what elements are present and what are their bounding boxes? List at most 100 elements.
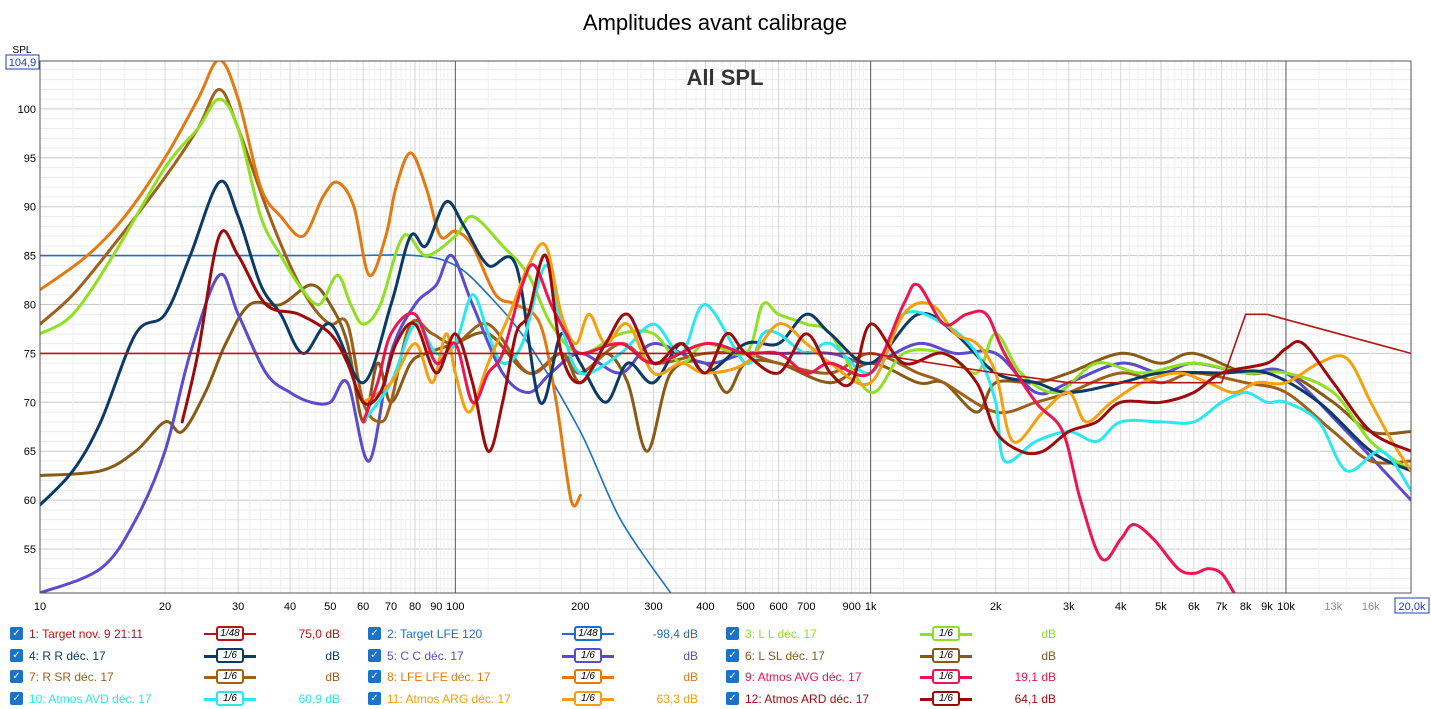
legend-value: 19,1 dB xyxy=(1014,670,1056,684)
legend-value: dB xyxy=(683,648,698,663)
x-tick-label: 80 xyxy=(409,601,421,613)
smoothing-button[interactable]: 1/6 xyxy=(932,669,960,684)
smoothing-button[interactable]: 1/48 xyxy=(216,626,244,641)
y-tick-label: 95 xyxy=(24,153,36,165)
legend-value: dB xyxy=(1041,627,1056,641)
x-tick-label: 70 xyxy=(385,601,397,613)
y-tick-label: 85 xyxy=(24,251,36,263)
y-tick-label: 75 xyxy=(24,348,36,360)
legend-value: 63,3 dB xyxy=(656,691,698,706)
legend-item-4[interactable]: ✓ 4: R R déc. 17 1/6 dB xyxy=(10,646,355,666)
smoothing-button[interactable]: 1/6 xyxy=(932,626,960,641)
legend-label: 7: R SR déc. 17 xyxy=(29,670,114,684)
grid: 55 60 65 70 75 80 85 90 95 100 10 20 30 40 50 60 70 80 90 1… xyxy=(18,61,1412,613)
legend-checkbox[interactable]: ✓ xyxy=(10,691,23,705)
series-line-1 xyxy=(40,313,1411,384)
y-tick-label: 100 xyxy=(18,104,36,116)
series-line-8 xyxy=(40,61,582,508)
x-tick-label: 20 xyxy=(159,601,171,613)
legend-value: 60,9 dB xyxy=(298,691,340,706)
legend-checkbox[interactable]: ✓ xyxy=(726,670,739,683)
x-tick-label: 10k xyxy=(1277,601,1295,613)
x-tick-label: 7k xyxy=(1216,601,1228,613)
legend-label: 2: Target LFE 120 xyxy=(387,627,483,641)
legend-item-1[interactable]: ✓ 1: Target nov. 9 21:11 1/48 75,0 dB xyxy=(10,624,355,644)
legend-label: 9: Atmos AVG déc. 17 xyxy=(745,670,862,684)
x-tick-label: 3k xyxy=(1063,601,1075,613)
series-line-9 xyxy=(361,263,1236,593)
plot-frame xyxy=(39,60,1412,594)
frequency-response-chart: Amplitudes avant calibrage SPL 55 60 65 70 7… xyxy=(5,10,1430,614)
y-top-label: 104,9 xyxy=(9,57,37,69)
smoothing-button[interactable]: 1/6 xyxy=(932,647,960,663)
legend-label: 11: Atmos ARG déc. 17 xyxy=(387,691,511,706)
x-tick-label: 16k xyxy=(1362,601,1380,613)
legend-item-12[interactable]: ✓ 12: Atmos ARD déc. 17 1/6 64,1 dB xyxy=(726,689,1071,709)
legend-item-8[interactable]: ✓ 8: LFE LFE déc. 17 1/6 dB xyxy=(368,667,713,687)
legend-checkbox[interactable]: ✓ xyxy=(368,627,381,640)
legend-item-6[interactable]: ✓ 6: L SL déc. 17 1/6 dB xyxy=(726,646,1071,666)
legend-checkbox[interactable]: ✓ xyxy=(368,648,381,662)
legend-item-10[interactable]: ✓ 10: Atmos AVD déc. 17 1/6 60,9 dB xyxy=(10,689,355,709)
smoothing-button[interactable]: 1/6 xyxy=(574,647,602,663)
chart-title: Amplitudes avant calibrage xyxy=(583,10,847,35)
x-tick-label: 2k xyxy=(990,601,1002,613)
legend-label: 8: LFE LFE déc. 17 xyxy=(387,670,491,684)
legend-value: 64,1 dB xyxy=(1014,691,1056,706)
x-tick-label: 100 xyxy=(446,601,464,613)
legend-checkbox[interactable]: ✓ xyxy=(10,627,23,640)
legend-value: dB xyxy=(325,670,340,684)
series-line-12 xyxy=(180,229,1411,456)
legend-checkbox[interactable]: ✓ xyxy=(368,691,381,705)
x-tick-label: 500 xyxy=(736,601,754,613)
legend-label: 1: Target nov. 9 21:11 xyxy=(29,627,144,641)
y-tick-label: 90 xyxy=(24,202,36,214)
legend-label: 3: L L déc. 17 xyxy=(745,627,817,641)
legend-label: 6: L SL déc. 17 xyxy=(745,648,825,663)
x-tick-label: 200 xyxy=(571,601,589,613)
smoothing-button[interactable]: 1/6 xyxy=(216,647,244,663)
series-line-6 xyxy=(40,283,1411,478)
legend-checkbox[interactable]: ✓ xyxy=(10,670,23,683)
smoothing-button[interactable]: 1/6 xyxy=(216,669,244,684)
y-tick-label: 80 xyxy=(24,300,36,312)
legend-item-2[interactable]: ✓ 2: Target LFE 120 1/48 -98,4 dB xyxy=(368,624,713,644)
legend-checkbox[interactable]: ✓ xyxy=(726,691,739,705)
legend-item-9[interactable]: ✓ 9: Atmos AVG déc. 17 1/6 19,1 dB xyxy=(726,667,1071,687)
y-tick-label: 55 xyxy=(24,544,36,556)
legend-item-11[interactable]: ✓ 11: Atmos ARG déc. 17 1/6 63,3 dB xyxy=(368,689,713,709)
smoothing-button[interactable]: 1/6 xyxy=(932,690,960,706)
legend-checkbox[interactable]: ✓ xyxy=(368,670,381,683)
smoothing-button[interactable]: 1/48 xyxy=(574,626,602,641)
legend-checkbox[interactable]: ✓ xyxy=(10,648,23,662)
series-line-5 xyxy=(40,254,1411,593)
x-end-readout[interactable]: 20,0k xyxy=(1394,597,1430,614)
x-tick-label: 60 xyxy=(357,601,369,613)
series-lines xyxy=(40,61,1411,593)
x-tick-label: 6k xyxy=(1188,601,1200,613)
x-tick-label: 600 xyxy=(769,601,787,613)
legend-value: -98,4 dB xyxy=(652,627,698,641)
x-end-label: 20,0k xyxy=(1399,601,1426,613)
x-tick-label: 300 xyxy=(644,601,662,613)
legend-value: dB xyxy=(683,670,698,684)
legend-checkbox[interactable]: ✓ xyxy=(726,627,739,640)
legend: ✓ 1: Target nov. 9 21:11 1/48 75,0 dB ✓ 2: Ta… xyxy=(0,622,1431,709)
smoothing-button[interactable]: 1/6 xyxy=(216,690,244,706)
x-tick-label: 30 xyxy=(232,601,244,613)
legend-item-7[interactable]: ✓ 7: R SR déc. 17 1/6 dB xyxy=(10,667,355,687)
y-top-readout[interactable]: 104,9 xyxy=(5,54,40,70)
smoothing-button[interactable]: 1/6 xyxy=(574,690,602,706)
legend-checkbox[interactable]: ✓ xyxy=(726,648,739,662)
legend-item-5[interactable]: ✓ 5: C C déc. 17 1/6 dB xyxy=(368,646,713,666)
x-tick-label: 10 xyxy=(34,601,46,613)
y-tick-label: 60 xyxy=(24,495,36,507)
legend-label: 4: R R déc. 17 xyxy=(29,648,106,663)
y-tick-label: 70 xyxy=(24,397,36,409)
series-line-2 xyxy=(40,254,672,593)
legend-item-3[interactable]: ✓ 3: L L déc. 17 1/6 dB xyxy=(726,624,1071,644)
smoothing-button[interactable]: 1/6 xyxy=(574,669,602,684)
legend-value: 75,0 dB xyxy=(298,627,340,641)
x-tick-label: 13k xyxy=(1324,601,1342,613)
legend-value: dB xyxy=(325,648,340,663)
